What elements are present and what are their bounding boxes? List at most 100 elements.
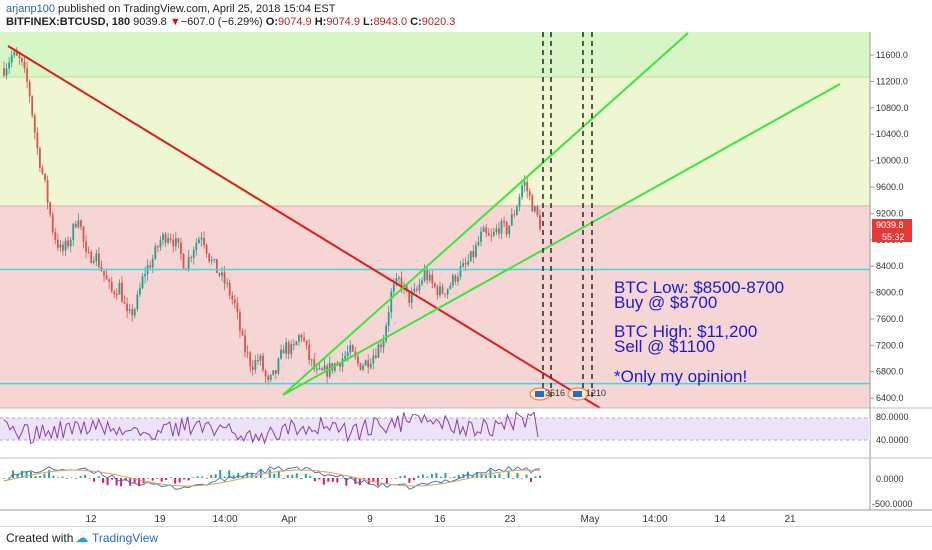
candle-body [69, 239, 72, 247]
candle-body [123, 301, 126, 304]
macd-histogram [3, 469, 541, 487]
candle-body [413, 288, 416, 292]
current-price-tag[interactable]: 9039.8 55:32 [872, 219, 912, 242]
close-value: 9020.3 [421, 16, 456, 28]
event-marker-2[interactable]: 1210 [567, 387, 606, 401]
macd-bar [534, 476, 537, 478]
candle-body [95, 253, 98, 261]
candle-body [485, 227, 488, 233]
candle-body [295, 341, 298, 346]
price-tick-label: 6800.0 [876, 367, 904, 377]
candle-body [3, 68, 5, 76]
candle-body [62, 244, 64, 251]
candle-body [262, 355, 264, 371]
candle-body [244, 335, 246, 353]
macd-bar [174, 478, 177, 484]
candle-body [267, 376, 270, 380]
candle-body [87, 251, 90, 253]
candle-body [498, 228, 500, 234]
candle-body [169, 238, 172, 240]
candle-body [282, 349, 285, 354]
candle-body [433, 283, 436, 287]
price-tick-label: 10800.0 [876, 103, 909, 113]
candle-body [323, 365, 326, 370]
candle-body [82, 226, 85, 242]
candle-body [64, 240, 67, 251]
event-marker-1[interactable]: 3516 [529, 387, 565, 401]
candle-body [349, 345, 352, 353]
macd-bar [25, 471, 28, 478]
macd-bar [466, 471, 469, 478]
price-change: −607.0 (−6.29%) [180, 16, 263, 28]
candle-body [510, 214, 513, 226]
macd-bar [223, 476, 226, 478]
rsi-tick-40: 40.0000 [876, 435, 909, 445]
macd-bar [52, 475, 55, 478]
event-marker-2-label: 1210 [586, 388, 606, 398]
candle-body [336, 362, 339, 364]
macd-bar [48, 470, 51, 478]
candle-body [97, 253, 100, 267]
macd-bar [75, 478, 78, 479]
candle-body [477, 241, 480, 246]
candle-body [423, 269, 426, 281]
candle-body [113, 291, 116, 295]
downtrend-line[interactable] [7, 45, 601, 409]
macd-bar [453, 476, 456, 478]
macd-bar [111, 478, 114, 480]
candle-body [357, 356, 359, 364]
macd-bar [340, 477, 343, 479]
tradingview-link[interactable]: ☁ TradingView [76, 531, 158, 545]
macd-bar [529, 478, 532, 482]
annotation-opinion: *Only my opinion! [614, 367, 747, 386]
candle-body [308, 344, 311, 361]
annotation-text[interactable]: BTC Low: $8500-8700 Buy @ $8700 BTC High… [614, 278, 784, 386]
symbol-line: BITFINEX:BTCUSD, 180 9039.8 ▼−607.0 (−6.… [6, 16, 455, 28]
candle-body [372, 355, 375, 364]
candle-body [531, 195, 534, 212]
trading-chart[interactable]: 3516 1210 BTC Low: $8500-8700 Buy @ $870… [0, 0, 932, 526]
macd-bar [210, 475, 213, 478]
candle-body [198, 239, 200, 244]
candle-body [126, 303, 129, 312]
candle-body [318, 368, 321, 370]
low-value: 8943.0 [373, 16, 408, 28]
candle-body [410, 291, 413, 303]
candle-body [228, 282, 231, 296]
macd-bar [255, 476, 258, 478]
candle-body [359, 363, 362, 370]
price-tick-label: 9600.0 [876, 182, 904, 192]
uptrend-line-shallow[interactable] [282, 83, 841, 396]
candle-body [490, 235, 493, 237]
macd-bar [106, 478, 109, 486]
open-label: O: [265, 16, 278, 28]
candle-body [56, 239, 59, 248]
candle-body [23, 61, 26, 69]
macd-bar [264, 477, 267, 479]
macd-bar [187, 478, 190, 481]
high-label: H: [314, 16, 327, 28]
author-link[interactable]: arjanp100 [6, 3, 55, 15]
candle-body [10, 55, 13, 63]
price-tick-label: 11200.0 [876, 76, 908, 86]
macd-bar [304, 473, 307, 478]
macd-bar [327, 478, 330, 482]
symbol-label[interactable]: BITFINEX:BTCUSD, 180 [6, 16, 131, 28]
macd-bar [66, 478, 69, 479]
rsi-tick-80: 80.0000 [876, 412, 909, 422]
candle-body [280, 349, 282, 359]
macd-bar [250, 473, 253, 478]
uptrend-line-steep[interactable] [282, 32, 689, 396]
candle-body [195, 243, 198, 250]
candle-body [444, 293, 447, 295]
candle-body [474, 245, 477, 257]
macd-bar [390, 477, 393, 479]
rsi-band [0, 418, 870, 440]
time-tick-label: 12 [85, 514, 97, 525]
candle-body [482, 227, 485, 232]
macd-bar [133, 478, 136, 484]
candle-body [128, 309, 131, 312]
rsi-line [3, 411, 539, 445]
candle-body [67, 240, 70, 247]
candle-body [462, 263, 464, 267]
